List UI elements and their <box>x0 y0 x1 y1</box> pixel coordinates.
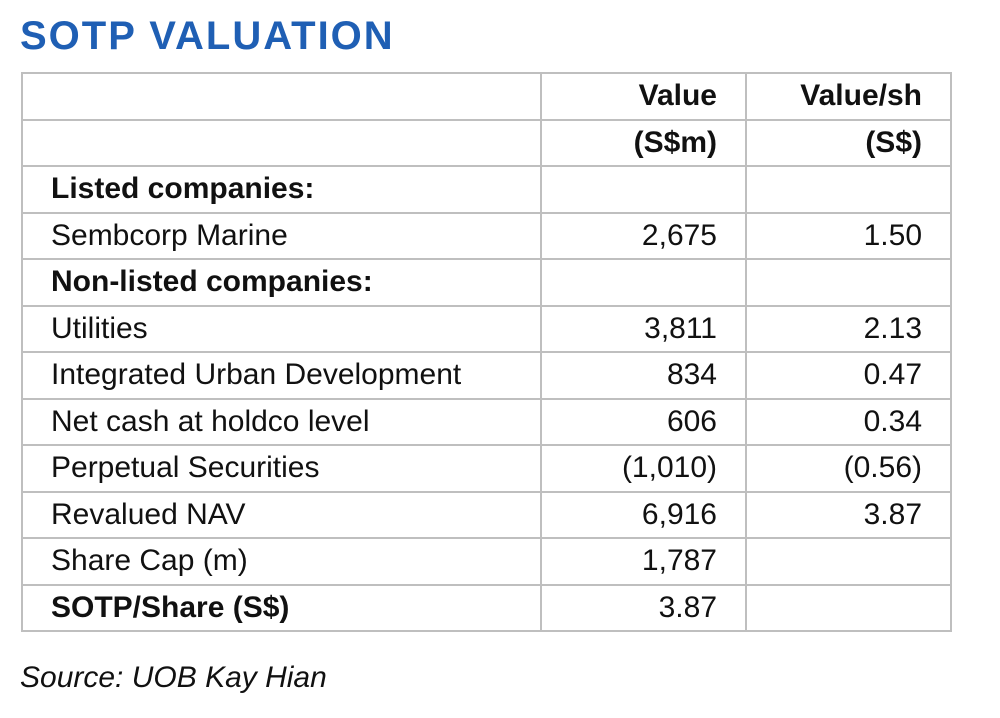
table-row: Revalued NAV 6,916 3.87 <box>21 490 952 539</box>
row-value-per-share <box>745 165 952 214</box>
row-value-per-share: 0.47 <box>745 351 952 400</box>
row-value-per-share: 0.34 <box>745 397 952 446</box>
row-value-per-share: 2.13 <box>745 304 952 353</box>
row-value: 1,787 <box>540 537 747 586</box>
table-row: Utilities 3,811 2.13 <box>21 304 952 353</box>
row-value-per-share <box>745 258 952 307</box>
table-row: Listed companies: <box>21 165 952 214</box>
row-value-per-share: (0.56) <box>745 444 952 493</box>
table-row: Sembcorp Marine 2,675 1.50 <box>21 211 952 260</box>
header-value-unit: (S$m) <box>540 118 747 167</box>
row-label: Share Cap (m) <box>21 537 542 586</box>
row-value-per-share <box>745 583 952 632</box>
row-value: (1,010) <box>540 444 747 493</box>
source-note: Source: UOB Kay Hian <box>20 661 327 694</box>
row-value-per-share: 1.50 <box>745 211 952 260</box>
row-value: 2,675 <box>540 211 747 260</box>
row-label: Non-listed companies: <box>21 258 542 307</box>
table-row: Non-listed companies: <box>21 258 952 307</box>
row-value: 834 <box>540 351 747 400</box>
header-empty-cell <box>21 118 542 167</box>
row-label: Integrated Urban Development <box>21 351 542 400</box>
row-label: Net cash at holdco level <box>21 397 542 446</box>
header-empty-cell <box>21 72 542 121</box>
row-value-per-share: 3.87 <box>745 490 952 539</box>
row-label: Utilities <box>21 304 542 353</box>
header-value-per-share-unit: (S$) <box>745 118 952 167</box>
table-row: SOTP/Share (S$) 3.87 <box>21 583 952 632</box>
row-label: Revalued NAV <box>21 490 542 539</box>
row-value <box>540 258 747 307</box>
row-label: Sembcorp Marine <box>21 211 542 260</box>
table-row: Net cash at holdco level 606 0.34 <box>21 397 952 446</box>
table-header-row-2: (S$m) (S$) <box>21 118 952 167</box>
row-value: 3,811 <box>540 304 747 353</box>
table-row: Share Cap (m) 1,787 <box>21 537 952 586</box>
row-value: 3.87 <box>540 583 747 632</box>
row-value <box>540 165 747 214</box>
header-value-per-share: Value/sh <box>745 72 952 121</box>
sotp-table: Value Value/sh (S$m) (S$) Listed compani… <box>21 72 952 632</box>
table-row: Integrated Urban Development 834 0.47 <box>21 351 952 400</box>
row-label: Perpetual Securities <box>21 444 542 493</box>
row-label: Listed companies: <box>21 165 542 214</box>
page-title: SOTP VALUATION <box>20 14 395 58</box>
header-value: Value <box>540 72 747 121</box>
row-value-per-share <box>745 537 952 586</box>
row-label: SOTP/Share (S$) <box>21 583 542 632</box>
row-value: 6,916 <box>540 490 747 539</box>
row-value: 606 <box>540 397 747 446</box>
table-header-row-1: Value Value/sh <box>21 72 952 121</box>
table-row: Perpetual Securities (1,010) (0.56) <box>21 444 952 493</box>
